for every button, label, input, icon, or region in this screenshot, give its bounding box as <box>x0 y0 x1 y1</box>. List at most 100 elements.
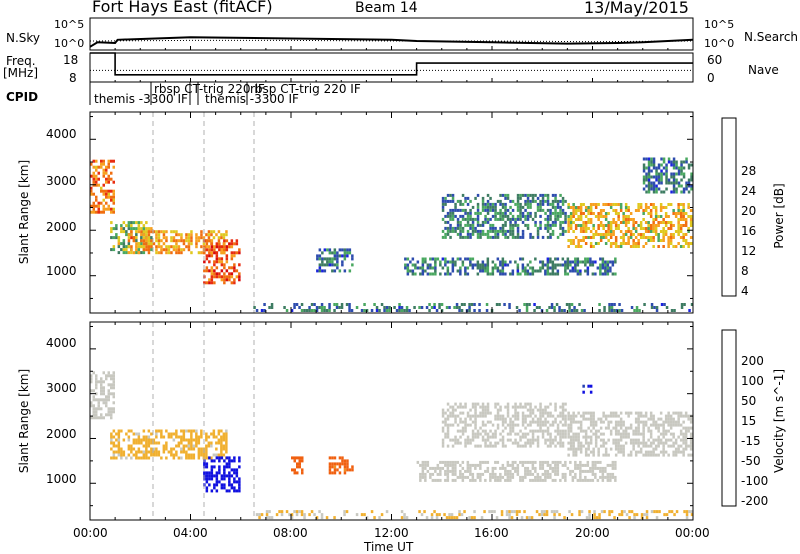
data-cell <box>660 190 663 194</box>
data-cell <box>400 306 404 309</box>
data-cell <box>571 475 575 479</box>
data-cell <box>95 407 98 411</box>
data-cell <box>649 450 653 454</box>
data-cell <box>208 456 211 460</box>
data-cell <box>662 233 665 236</box>
data-cell <box>223 263 226 267</box>
data-cell <box>429 263 432 267</box>
data-cell <box>574 218 578 221</box>
data-cell <box>519 211 522 215</box>
data-cell <box>536 420 540 424</box>
data-cell <box>328 257 332 261</box>
data-cell <box>516 414 520 418</box>
data-cell <box>549 432 552 436</box>
data-cell <box>215 251 219 255</box>
data-cell <box>655 175 658 179</box>
data-cell <box>655 306 659 309</box>
data-cell <box>210 275 214 279</box>
data-cell <box>604 233 608 236</box>
data-cell <box>511 460 515 464</box>
data-cell <box>476 202 480 206</box>
data-cell <box>677 224 680 227</box>
data-cell <box>489 223 492 227</box>
data-cell <box>602 444 605 448</box>
data-cell <box>205 266 209 270</box>
data-cell <box>135 450 138 454</box>
data-cell <box>170 435 173 439</box>
data-cell <box>599 212 603 215</box>
data-cell <box>589 441 593 445</box>
data-cell <box>471 205 475 209</box>
data-cell <box>577 441 580 445</box>
data-cell <box>428 303 431 306</box>
data-cell <box>95 174 98 178</box>
data-cell <box>574 453 578 457</box>
data-cell <box>670 510 674 514</box>
data-cell <box>210 269 214 273</box>
data-cell <box>464 429 467 433</box>
data-cell <box>524 472 527 476</box>
data-cell <box>665 181 668 185</box>
data-cell <box>589 257 592 261</box>
data-cell <box>587 441 590 445</box>
data-cell <box>620 309 624 312</box>
data-cell <box>554 438 557 442</box>
data-cell <box>325 516 329 520</box>
data-cell <box>657 444 660 448</box>
data-cell <box>434 260 437 264</box>
data-cell <box>225 489 229 493</box>
data-cell <box>667 429 670 433</box>
data-cell <box>218 459 221 463</box>
data-cell <box>441 444 445 448</box>
data-cell <box>521 220 525 224</box>
data-cell <box>677 447 680 451</box>
data-cell <box>679 212 683 215</box>
data-cell <box>95 380 98 384</box>
data-cell <box>446 199 450 203</box>
data-cell <box>519 405 522 409</box>
data-cell <box>546 420 550 424</box>
data-cell <box>491 214 495 218</box>
data-cell <box>629 236 633 239</box>
data-cell <box>608 303 611 306</box>
data-cell <box>318 306 321 309</box>
data-cell <box>479 266 482 270</box>
data-cell <box>659 438 663 442</box>
data-cell <box>331 471 334 475</box>
data-cell <box>466 196 470 200</box>
data-cell <box>328 471 332 475</box>
data-cell <box>690 175 693 179</box>
data-cell <box>110 392 113 396</box>
data-cell <box>504 263 507 267</box>
data-cell <box>220 453 223 457</box>
data-cell <box>135 245 138 249</box>
data-cell <box>668 510 671 514</box>
data-cell <box>301 456 304 460</box>
data-cell <box>652 184 656 188</box>
data-cell <box>217 438 221 442</box>
data-cell <box>564 472 567 476</box>
data-cell <box>504 211 507 215</box>
data-cell <box>398 309 401 312</box>
data-cell <box>162 248 166 252</box>
data-cell <box>370 510 374 514</box>
data-cell <box>474 226 477 230</box>
data-cell <box>602 227 605 230</box>
data-cell <box>597 435 600 439</box>
data-cell <box>516 405 520 409</box>
data-cell <box>504 214 507 218</box>
data-cell <box>594 203 598 206</box>
data-cell <box>263 309 266 312</box>
data-cell <box>567 239 570 242</box>
data-cell <box>110 198 113 202</box>
data-cell <box>147 227 151 231</box>
data-cell <box>551 220 555 224</box>
data-cell <box>609 475 612 479</box>
xtick-6: 00:00 <box>675 526 710 540</box>
data-cell <box>609 260 612 264</box>
data-cell <box>471 223 475 227</box>
data-cell <box>127 251 131 255</box>
data-cell <box>464 438 467 442</box>
data-cell <box>459 402 462 406</box>
data-cell <box>619 236 623 239</box>
